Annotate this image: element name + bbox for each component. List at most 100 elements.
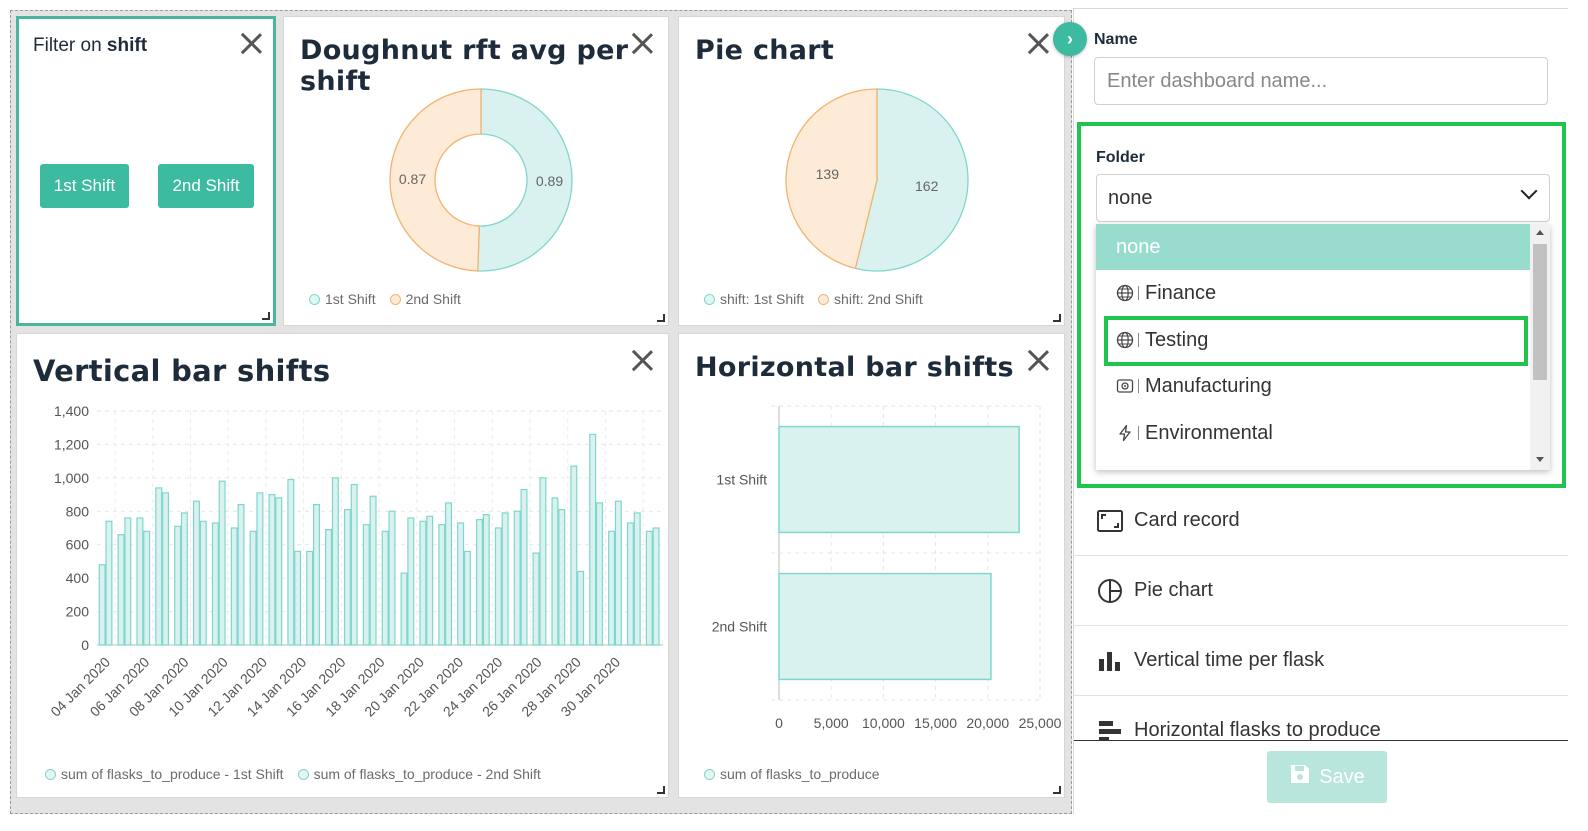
filter-card[interactable]: Filter on shift 1st Shift 2nd Shift — [16, 16, 276, 326]
bar[interactable] — [211, 522, 219, 646]
folder-option-environmental[interactable]: Environmental — [1096, 410, 1530, 456]
bar[interactable] — [558, 509, 566, 646]
legend-item[interactable]: shift: 2nd Shift — [818, 291, 923, 307]
close-filter-card-button[interactable] — [239, 31, 263, 55]
bar[interactable] — [199, 520, 207, 646]
bar[interactable] — [513, 510, 521, 646]
chart-list-item-vertical-time[interactable]: Vertical time per flask — [1074, 626, 1568, 696]
bar[interactable] — [494, 527, 502, 646]
legend-item[interactable]: 2nd Shift — [389, 291, 461, 307]
chart-list-item-card-record[interactable]: Card record — [1074, 486, 1568, 556]
bar[interactable] — [192, 500, 200, 646]
legend-item[interactable]: sum of flasks_to_produce - 2nd Shift — [297, 766, 541, 782]
bar[interactable] — [438, 524, 446, 646]
filter-button-1st-shift[interactable]: 1st Shift — [40, 164, 129, 208]
bar[interactable] — [407, 517, 415, 646]
bar[interactable] — [249, 530, 257, 646]
scroll-thumb[interactable] — [1533, 244, 1547, 380]
bar[interactable] — [350, 483, 358, 646]
bar[interactable] — [778, 572, 992, 681]
folder-option-manufacturing[interactable]: Manufacturing — [1096, 363, 1530, 409]
y-tick-label: 1st Shift — [716, 472, 767, 488]
bar[interactable] — [475, 519, 483, 646]
bar[interactable] — [268, 493, 276, 646]
pie-slice[interactable] — [389, 88, 482, 272]
bar[interactable] — [400, 572, 408, 646]
bar[interactable] — [419, 520, 427, 646]
bar[interactable] — [174, 525, 182, 646]
resize-handle[interactable] — [657, 786, 665, 794]
save-button[interactable]: Save — [1267, 751, 1387, 803]
dashboard-name-input[interactable] — [1094, 57, 1548, 105]
bar[interactable] — [180, 512, 188, 646]
bar[interactable] — [369, 495, 377, 646]
bar[interactable] — [645, 530, 653, 646]
bar[interactable] — [294, 550, 302, 646]
bar[interactable] — [155, 487, 163, 646]
bar[interactable] — [570, 465, 578, 646]
bar[interactable] — [117, 534, 125, 646]
bar[interactable] — [124, 517, 132, 646]
bar[interactable] — [325, 529, 333, 646]
bar[interactable] — [539, 477, 547, 646]
legend-item[interactable]: shift: 1st Shift — [704, 291, 804, 307]
bar[interactable] — [778, 425, 1020, 534]
bar[interactable] — [426, 515, 434, 646]
bar[interactable] — [218, 480, 226, 646]
folder-option-finance[interactable]: Finance — [1096, 270, 1530, 316]
bar[interactable] — [626, 522, 634, 646]
bar[interactable] — [287, 478, 295, 646]
bar[interactable] — [275, 497, 283, 646]
bar[interactable] — [532, 552, 540, 646]
pie-slice[interactable] — [785, 88, 878, 270]
bar[interactable] — [614, 500, 622, 646]
bar[interactable] — [595, 502, 603, 646]
bar[interactable] — [98, 564, 106, 646]
legend-item[interactable]: sum of flasks_to_produce - 1st Shift — [45, 766, 284, 782]
bar[interactable] — [520, 488, 528, 646]
pie-slice[interactable] — [854, 88, 969, 272]
folder-option-testing[interactable]: Testing — [1096, 317, 1530, 363]
save-area: Save — [1074, 740, 1568, 815]
bar[interactable] — [162, 492, 170, 646]
bar[interactable] — [230, 527, 238, 646]
collapse-panel-button[interactable]: › — [1053, 22, 1087, 56]
filter-button-2nd-shift[interactable]: 2nd Shift — [158, 164, 254, 208]
resize-handle[interactable] — [262, 312, 270, 320]
bar[interactable] — [306, 550, 314, 646]
scroll-down-icon[interactable] — [1536, 457, 1544, 462]
bar[interactable] — [362, 524, 370, 646]
bar[interactable] — [445, 502, 453, 646]
bar[interactable] — [105, 520, 113, 646]
bar[interactable] — [577, 570, 585, 646]
bar[interactable] — [312, 504, 320, 646]
scroll-up-icon[interactable] — [1536, 230, 1544, 235]
bar[interactable] — [608, 530, 616, 646]
pie-slice[interactable] — [477, 88, 573, 272]
bar[interactable] — [501, 512, 509, 646]
bar[interactable] — [463, 550, 471, 646]
legend-item[interactable]: sum of flasks_to_produce — [704, 766, 880, 782]
bar[interactable] — [551, 497, 559, 646]
bar[interactable] — [343, 509, 351, 646]
bar[interactable] — [482, 514, 490, 646]
bar[interactable] — [381, 530, 389, 646]
folder-select[interactable]: none — [1096, 174, 1550, 222]
bar[interactable] — [331, 477, 339, 646]
resize-handle[interactable] — [657, 314, 665, 322]
bar[interactable] — [589, 433, 597, 646]
bar[interactable] — [143, 530, 151, 646]
bar[interactable] — [457, 522, 465, 646]
bar[interactable] — [256, 492, 264, 646]
dropdown-scrollbar[interactable] — [1530, 224, 1550, 470]
bar[interactable] — [388, 510, 396, 646]
chart-list-item-pie-chart[interactable]: Pie chart — [1074, 556, 1568, 626]
resize-handle[interactable] — [1053, 314, 1061, 322]
bar[interactable] — [652, 527, 660, 646]
legend-item[interactable]: 1st Shift — [309, 291, 376, 307]
bar[interactable] — [237, 504, 245, 646]
resize-handle[interactable] — [1053, 786, 1061, 794]
folder-option-none[interactable]: none — [1096, 224, 1530, 270]
bar[interactable] — [633, 512, 641, 646]
bar[interactable] — [136, 517, 144, 646]
